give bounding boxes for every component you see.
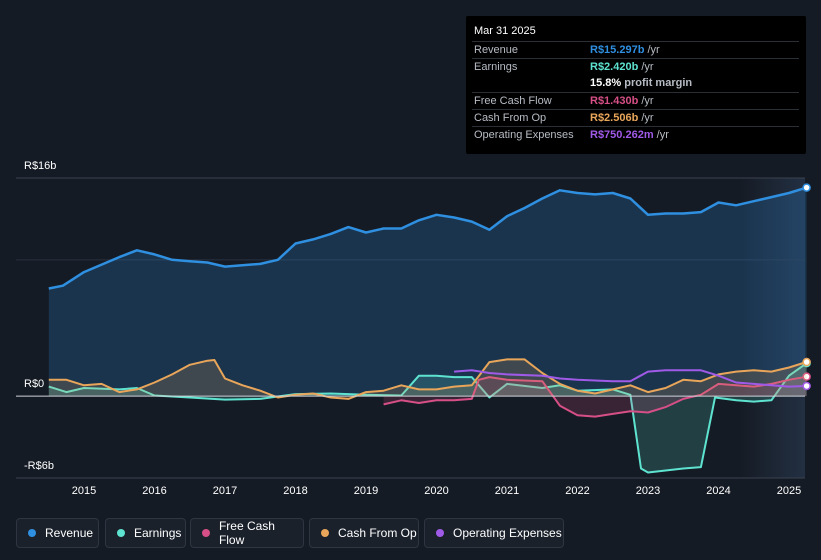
x-tick-label-2015: 2015 — [71, 485, 97, 497]
tooltip-row-revenue: Revenue R$15.297b /yr — [472, 41, 799, 59]
legend-dot-icon — [28, 529, 36, 537]
y-tick-label-top: R$16b — [24, 160, 57, 172]
tooltip-value: R$2.420b /yr — [590, 61, 654, 73]
y-tick-label-zero: R$0 — [24, 378, 45, 390]
legend-item-free-cash-flow[interactable]: Free Cash Flow — [190, 518, 304, 548]
tooltip-value: R$750.262m /yr — [590, 129, 669, 141]
tooltip-label: Free Cash Flow — [474, 95, 552, 107]
legend-item-operating-expenses[interactable]: Operating Expenses — [424, 518, 564, 548]
operating-expenses-line — [454, 369, 807, 388]
earnings-area — [48, 363, 807, 473]
legend-item-revenue[interactable]: Revenue — [16, 518, 99, 548]
tooltip-value: 15.8% profit margin — [590, 77, 693, 89]
tooltip-value: R$15.297b /yr — [590, 44, 660, 56]
x-tick-label-2025: 2025 — [776, 485, 802, 497]
operating-expenses-endpoint-marker — [802, 381, 811, 391]
legend-label: Free Cash Flow — [218, 519, 275, 547]
legend-dot-icon — [321, 529, 329, 537]
tooltip-label: Operating Expenses — [474, 129, 574, 141]
legend-label: Revenue — [45, 526, 94, 540]
tooltip-value: R$1.430b /yr — [590, 95, 654, 107]
x-tick-label-2021: 2021 — [494, 485, 520, 497]
tooltip-row-operating-expenses: Operating Expenses R$750.262m /yr — [472, 126, 799, 144]
x-tick-label-2024: 2024 — [706, 485, 731, 497]
tooltip-date: Mar 31 2025 — [474, 25, 536, 37]
legend-item-cash-from-op[interactable]: Cash From Op — [309, 518, 419, 548]
legend-dot-icon — [202, 529, 210, 537]
tooltip-label: Cash From Op — [474, 112, 547, 124]
tooltip-value: R$2.506b /yr — [590, 112, 654, 124]
x-tick-label-2018: 2018 — [283, 485, 308, 497]
x-tick-label-2017: 2017 — [212, 485, 238, 497]
free-cash-flow-endpoint-marker — [802, 372, 811, 381]
free-cash-flow-line — [383, 375, 807, 418]
tooltip-panel: Mar 31 2025 Revenue R$15.297b /yr Earnin… — [466, 16, 806, 154]
x-tick-label-2023: 2023 — [635, 485, 661, 497]
tooltip-row-earnings: Earnings R$2.420b /yr — [472, 58, 799, 76]
legend-label: Cash From Op — [338, 526, 417, 540]
revenue-line — [48, 186, 807, 290]
tooltip-label: Revenue — [474, 44, 519, 56]
x-tick-label-2019: 2019 — [353, 485, 379, 497]
cash-from-op-line — [48, 358, 807, 400]
x-tick-label-2022: 2022 — [565, 485, 590, 497]
revenue-endpoint-marker — [802, 183, 811, 192]
revenue-area — [48, 187, 807, 397]
legend-label: Operating Expenses — [453, 526, 562, 540]
tooltip-row-cash-from-op: Cash From Op R$2.506b /yr — [472, 109, 799, 127]
x-tick-label-2016: 2016 — [142, 485, 167, 497]
legend-item-earnings[interactable]: Earnings — [105, 518, 186, 548]
y-tick-label-bottom: -R$6b — [24, 460, 54, 472]
tooltip-row-margin: 15.8% profit margin — [472, 75, 799, 92]
tooltip-label: Earnings — [474, 61, 518, 73]
x-tick-label-2020: 2020 — [424, 485, 449, 497]
forecast-shading — [739, 178, 805, 478]
legend-label: Earnings — [134, 526, 182, 540]
cash-from-op-endpoint-marker — [802, 357, 811, 367]
legend-dot-icon — [117, 529, 125, 537]
legend-dot-icon — [436, 529, 444, 537]
tooltip-row-free-cash-flow: Free Cash Flow R$1.430b /yr — [472, 92, 799, 110]
